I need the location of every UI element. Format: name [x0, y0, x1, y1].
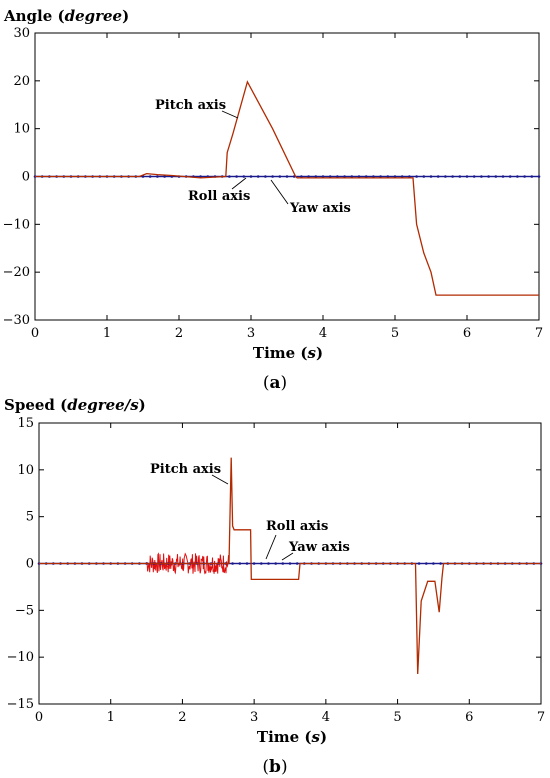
- x-tick-label: 6: [465, 710, 473, 725]
- annotation-leader: [231, 177, 247, 190]
- series-line-pitch-axis: [39, 457, 541, 675]
- x-tick-label: 2: [175, 326, 183, 341]
- y-tick-label: 20: [13, 74, 30, 89]
- x-tick-label: 1: [103, 326, 111, 341]
- y-tick-label: −10: [3, 217, 30, 232]
- annotation-leader: [270, 179, 289, 205]
- x-tick-label: 2: [178, 710, 186, 725]
- chart-panel-a: 0 1 2 3 4 5 6 7 30 20 10 0 −10 −20 −30 Pitch axis Roll a…: [3, 7, 544, 393]
- x-tick-label: 4: [319, 326, 327, 341]
- y-tick-label: −10: [7, 650, 34, 665]
- annotation-label: Roll axis: [266, 519, 328, 534]
- annotation-label: Yaw axis: [288, 540, 350, 555]
- x-tick-label: 1: [107, 710, 115, 725]
- x-tick-label: 5: [391, 326, 399, 341]
- y-tick-label: −5: [15, 603, 34, 618]
- y-tick-label: −30: [3, 313, 30, 328]
- chart-panel-b: 0 1 2 3 4 5 6 7 15 10 5 0 −5 −10 −15 Pitch axis Roll axi…: [4, 396, 545, 777]
- annotation-leader: [265, 534, 277, 560]
- y-tick-label: −15: [7, 697, 34, 712]
- panel-caption: (a): [263, 373, 287, 393]
- x-tick-label: 0: [31, 326, 39, 341]
- x-tick-label: 0: [35, 710, 43, 725]
- y-tick-label: 0: [22, 170, 30, 185]
- y-tick-label: 15: [17, 416, 34, 431]
- annotation-label: Pitch axis: [150, 462, 221, 477]
- series-line-pitch-axis: [35, 80, 539, 296]
- y-tick-label: 0: [26, 557, 34, 572]
- x-tick-label: 6: [463, 326, 471, 341]
- y-tick-label: 10: [17, 463, 34, 478]
- annotation-label: Roll axis: [188, 189, 250, 204]
- annotation-leader: [281, 552, 294, 561]
- x-tick-label: 3: [247, 326, 255, 341]
- y-tick-label: −20: [3, 265, 30, 280]
- annotation-label: Pitch axis: [155, 98, 226, 113]
- x-tick-label: 7: [537, 710, 545, 725]
- x-tick-label: 4: [322, 710, 330, 725]
- x-tick-label: 5: [393, 710, 401, 725]
- y-tick-label: 5: [26, 510, 34, 525]
- y-axis-label: Speed (degree/s): [4, 396, 146, 414]
- annotation-leader: [221, 110, 239, 119]
- y-tick-label: 30: [13, 26, 30, 41]
- x-tick-label: 3: [250, 710, 258, 725]
- panel-caption: (b): [262, 757, 287, 777]
- y-axis-label: Angle (degree): [3, 7, 129, 25]
- x-tick-label: 7: [535, 326, 543, 341]
- x-axis-label: Time (s): [253, 344, 323, 362]
- x-axis-label: Time (s): [257, 728, 327, 746]
- y-tick-label: 10: [13, 122, 30, 137]
- annotation-leader: [211, 474, 229, 485]
- annotation-label: Yaw axis: [289, 201, 351, 216]
